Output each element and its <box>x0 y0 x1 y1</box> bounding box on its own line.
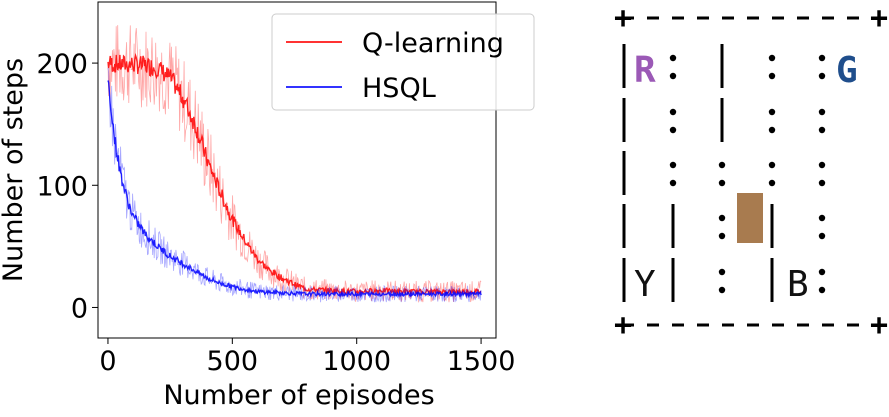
location-b: B <box>787 264 809 305</box>
location-r: R <box>634 50 656 91</box>
grid-dot <box>818 268 826 276</box>
grid-dot <box>818 179 826 187</box>
grid-dot <box>718 232 726 240</box>
grid-dot <box>818 161 826 169</box>
y-tick-label: 100 <box>36 171 88 202</box>
grid-dot <box>768 72 776 80</box>
grid-dot <box>768 54 776 62</box>
grid-dot <box>718 179 726 187</box>
taxi-grid-map: + + + + R G Y B <box>600 0 889 413</box>
grid-dot <box>818 126 826 134</box>
taxi-icon <box>737 193 763 243</box>
grid-dot <box>669 179 677 187</box>
location-y: Y <box>634 264 656 305</box>
grid-dot <box>669 108 677 116</box>
x-tick-label: 500 <box>207 346 259 377</box>
grid-dot <box>718 286 726 294</box>
series-group-1 <box>107 67 482 303</box>
grid-dot <box>718 161 726 169</box>
grid-corner: + <box>870 308 888 343</box>
x-tick-label: 1500 <box>447 346 516 377</box>
legend-label: HSQL <box>362 73 436 104</box>
grid-dot <box>669 126 677 134</box>
x-tick-label: 0 <box>99 346 116 377</box>
y-axis-label: Number of steps <box>0 58 29 282</box>
location-g: G <box>836 50 858 91</box>
plot-frame <box>97 1 497 339</box>
legend-label: Q-learning <box>362 28 504 59</box>
grid-dot <box>818 108 826 116</box>
grid-corner: + <box>614 1 632 36</box>
grid-corner: + <box>614 308 632 343</box>
y-tick-label: 200 <box>36 49 88 80</box>
chart-svg: 0 500 1000 1500 0 100 200 Number of episodes Num… <box>0 1 535 411</box>
y-tick-label: 0 <box>71 293 88 324</box>
grid-corner: + <box>870 1 888 36</box>
grid-dot <box>818 286 826 294</box>
grid-dot <box>768 108 776 116</box>
grid-dot <box>768 126 776 134</box>
grid-dot <box>818 54 826 62</box>
series-group-0 <box>107 25 482 303</box>
series-line-1 <box>107 80 482 299</box>
taxi-grid-svg: + ++ +R GY B <box>614 1 888 343</box>
grid-dot <box>768 179 776 187</box>
training-curve-chart: 0 500 1000 1500 0 100 200 Number of episodes Num… <box>0 1 535 411</box>
grid-dot <box>718 268 726 276</box>
grid-dot <box>768 161 776 169</box>
grid-dot <box>718 214 726 222</box>
series-line-0 <box>107 52 482 297</box>
grid-dot <box>669 161 677 169</box>
x-tick-label: 1000 <box>322 346 391 377</box>
grid-dot <box>818 72 826 80</box>
grid-dot <box>818 232 826 240</box>
grid-dot <box>669 72 677 80</box>
grid-dot <box>669 54 677 62</box>
x-axis-label: Number of episodes <box>163 380 434 411</box>
grid-dot <box>818 214 826 222</box>
